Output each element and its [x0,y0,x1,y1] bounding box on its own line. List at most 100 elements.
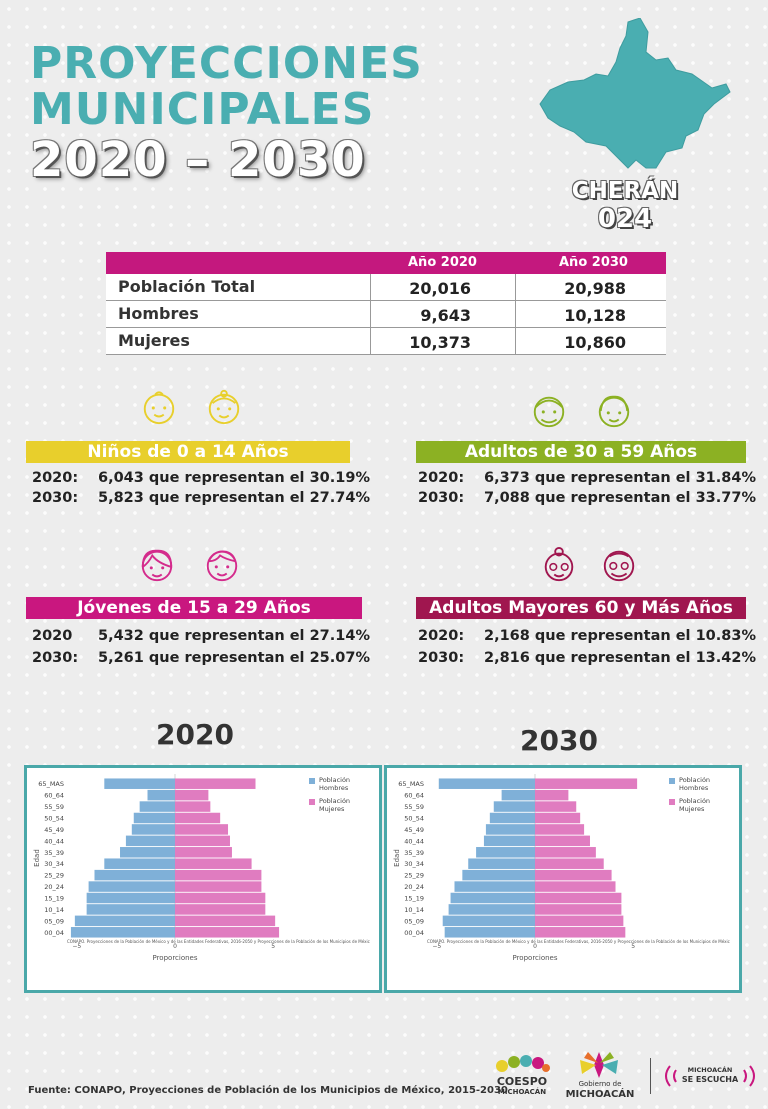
pyramid-bar [535,869,612,881]
pyramid-bar [454,881,535,892]
pyramid-bar [104,778,175,789]
age-tick-label: 00_04 [44,929,64,937]
pyramid-bar [175,858,252,869]
stat-year: 2030: [418,650,465,666]
age-tick-label: 20_24 [44,883,64,891]
pyramid-bar [489,812,535,824]
population-pyramid-2030: 00_04 05_09 10_14 15_19 20_24 25_29 30_34 35_39… [393,774,730,962]
pyramid-bar [86,904,175,915]
title-line-2: MUNICIPALES [30,84,375,135]
table-row: Población Total 20,016 20,988 [106,274,666,301]
age-tick-label: 25_29 [44,872,64,880]
x-axis-label: Proporciones [152,954,197,962]
coespo-logo-icon [496,1055,550,1072]
population-table: Año 2020 Año 2030 Población Total 20,016… [106,252,666,355]
row-value-2030: 20,988 [564,279,626,298]
age-tick-label: 55_59 [404,803,424,811]
legend-women-line1: Población [679,797,710,805]
banner-adultos: Adultos de 30 a 59 Años [416,441,746,463]
legend-men-line1: Población [319,776,350,784]
stat-text: 5,823 que representan el 27.74% [98,490,370,506]
stat-year: 2020 [32,628,73,644]
title-years: 2020 – 2030 [30,132,366,188]
pyramid-bar [94,869,175,881]
x-tick-label: 0 [173,943,177,950]
population-pyramid-2020: 00_04 05_09 10_14 15_19 20_24 25_29 30_34 35_39… [33,774,370,962]
pyramid-bar [535,858,604,869]
x-tick-label: 5 [631,943,635,950]
stat-text: 5,432 que representan el 27.14% [98,628,370,644]
stat-year: 2030: [32,490,79,506]
pyramid-bar [147,789,175,801]
pyramid-bar [175,847,232,858]
grandmother-face-icon [544,546,574,582]
source-note: CONAPO. Proyecciones de la Población de … [427,939,730,944]
age-tick-label: 55_59 [44,803,64,811]
age-tick-label: 15_19 [404,895,424,903]
pyramid-bar [139,801,175,812]
pyramid-bar [448,904,535,915]
baby-face-icon [143,391,175,425]
age-tick-label: 60_64 [44,792,64,800]
stat-jovenes-2020: 2020 5,432 que representan el 27.14% [32,628,370,644]
stat-ninos-2020: 2020: 6,043 que representan el 30.19% [32,470,370,486]
pyramid-bar [175,915,276,927]
se-escucha-logo-text: MICHOACÁN [687,1066,733,1074]
row-value-2030: 10,860 [564,333,626,352]
pyramid-bar [485,824,535,835]
girl-baby-face-icon [208,389,240,425]
legend-men-line1: Población [679,776,710,784]
pyramid-bar [483,835,535,847]
table-divider [370,274,371,355]
pyramid-bar [133,812,175,824]
banner-jovenes: Jóvenes de 15 a 29 Años [26,597,362,619]
footer-source: Fuente: CONAPO, Proyecciones de Població… [28,1085,508,1096]
pyramid-bar [535,927,626,938]
age-tick-label: 65_MAS [38,780,64,788]
man-face-icon [533,396,565,428]
age-tick-label: 45_49 [44,826,64,834]
girl-face-icon [141,549,173,582]
stat-year: 2030: [32,650,79,666]
age-tick-label: 10_14 [44,906,64,914]
pyramid-bar [175,869,262,881]
stat-text: 2,816 que representan el 13.42% [484,650,756,666]
grandfather-face-icon [603,550,635,582]
pyramid-bar [175,824,229,835]
stat-mayores-2020: 2020: 2,168 que representan el 10.83% [418,628,756,644]
row-value-2020: 10,373 [409,333,471,352]
coespo-logo-text: COESPO [496,1075,548,1088]
pyramid-bar [438,778,535,789]
pyramid-bar [535,904,622,915]
pyramid-bar [442,915,535,927]
pyramid-bar [175,801,211,812]
pyramid-bar [175,778,256,789]
pyramid-bar [468,858,535,869]
table-divider [515,274,516,355]
pyramid-bar [74,915,175,927]
municipality-name: CHERÁN [571,178,679,204]
age-tick-label: 50_54 [44,815,64,823]
pyramid-bar [175,789,209,801]
age-tick-label: 30_34 [44,860,64,868]
legend-women-line2: Mujeres [319,805,345,813]
stat-text: 5,261 que representan el 25.07% [98,650,370,666]
legend-women-line2: Mujeres [679,805,705,813]
municipality-map [539,18,731,169]
coespo-logo-subtext: MICHOACÁN [497,1088,547,1096]
pyramid-bar [175,927,280,938]
row-value-2020: 20,016 [409,279,471,298]
age-tick-label: 50_54 [404,815,424,823]
stat-year: 2020: [418,470,465,486]
banner-mayores: Adultos Mayores 60 y Más Años [416,597,746,619]
chart-frame-2030: 00_04 05_09 10_14 15_19 20_24 25_29 30_34 35_39… [384,765,742,993]
row-value-2030: 10,128 [564,306,626,325]
pyramid-bar [535,892,622,904]
pyramid-bar [535,881,616,892]
pyramid-bar [175,812,221,824]
se-escucha-logo-icon [665,1065,755,1087]
age-tick-label: 10_14 [404,906,424,914]
x-tick-label: −5 [72,943,81,950]
age-tick-label: 15_19 [44,895,64,903]
legend-swatch-men [309,778,315,784]
